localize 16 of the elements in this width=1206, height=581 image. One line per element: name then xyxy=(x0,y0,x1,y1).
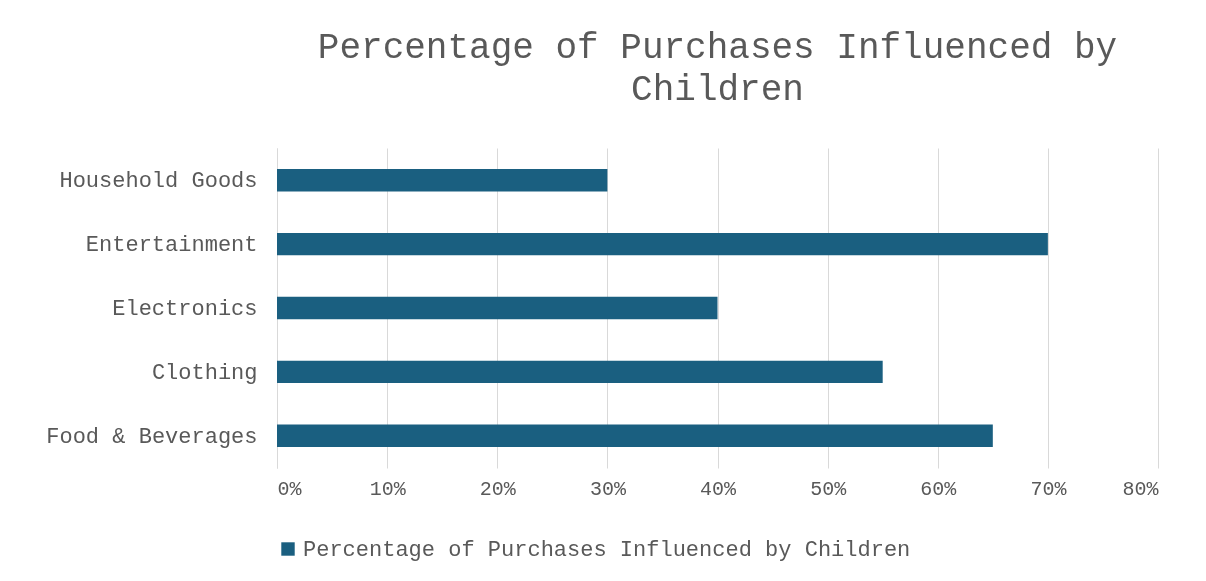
x-tick-label: 0% xyxy=(277,477,303,501)
x-tick-label: 60% xyxy=(920,477,958,501)
x-tick-label: 20% xyxy=(479,477,517,501)
legend-label: Percentage of Purchases Influenced by Children xyxy=(303,538,911,563)
y-tick-label: Clothing xyxy=(151,360,258,386)
x-tick-label: 40% xyxy=(699,477,737,501)
x-tick-label: 10% xyxy=(369,477,407,501)
x-tick-label: 80% xyxy=(1122,477,1160,501)
x-tick-label: 70% xyxy=(1030,477,1068,501)
chart-title: Percentage of Purchases Influenced by Children xyxy=(317,28,1118,111)
x-tick-label: 30% xyxy=(589,477,627,501)
y-tick-label: Electronics xyxy=(112,297,258,322)
y-tick-label: Food & Beverages xyxy=(46,424,258,450)
x-tick-label: 50% xyxy=(810,477,848,501)
y-tick-label: Household Goods xyxy=(59,169,258,195)
y-tick-label: Entertainment xyxy=(85,233,258,259)
